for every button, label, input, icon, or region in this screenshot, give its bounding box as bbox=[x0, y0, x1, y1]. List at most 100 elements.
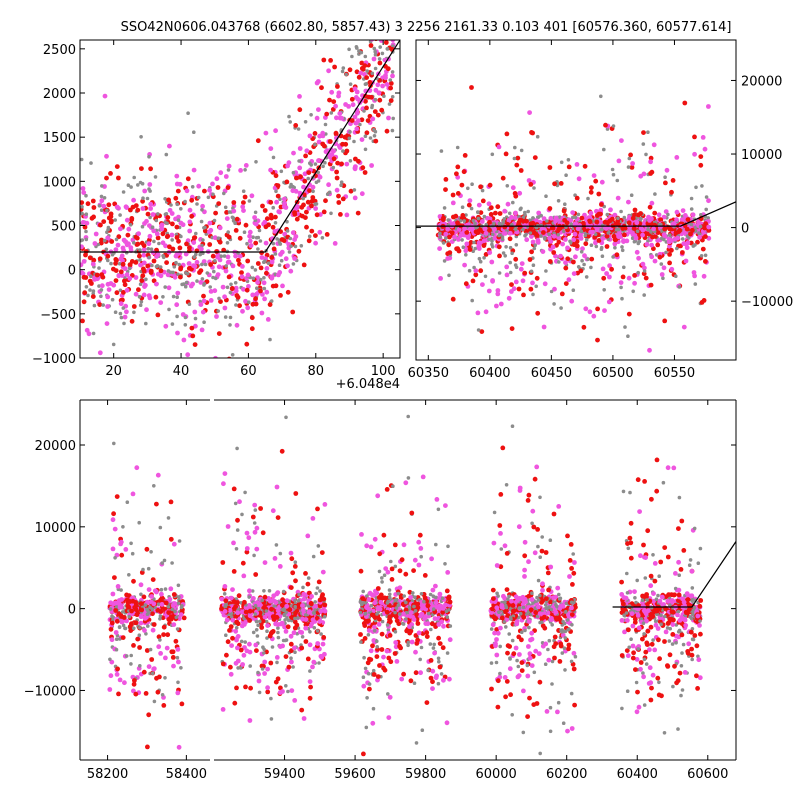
data-point bbox=[473, 268, 479, 274]
data-point bbox=[413, 633, 419, 638]
data-point bbox=[504, 264, 510, 270]
data-point bbox=[139, 278, 145, 283]
data-point bbox=[376, 622, 382, 627]
data-point bbox=[310, 664, 315, 670]
data-point bbox=[178, 274, 183, 280]
data-point bbox=[99, 283, 105, 289]
data-point bbox=[669, 266, 675, 272]
data-point bbox=[528, 231, 533, 235]
data-point bbox=[333, 103, 338, 109]
data-point bbox=[488, 205, 494, 211]
data-point bbox=[419, 592, 424, 596]
data-point bbox=[86, 293, 90, 298]
data-point bbox=[388, 98, 394, 103]
data-point bbox=[138, 582, 144, 588]
data-point bbox=[434, 673, 439, 679]
data-point bbox=[373, 66, 378, 71]
data-point bbox=[186, 111, 190, 115]
data-point bbox=[204, 279, 210, 284]
y-tick-label: −500 bbox=[40, 308, 76, 323]
data-point bbox=[311, 611, 316, 615]
data-point bbox=[536, 210, 542, 216]
data-point bbox=[495, 204, 501, 210]
data-point bbox=[613, 237, 619, 243]
data-point bbox=[225, 285, 230, 290]
data-point bbox=[480, 198, 486, 204]
data-point bbox=[524, 218, 529, 224]
y-tick-label: −10000 bbox=[741, 295, 793, 310]
data-point bbox=[377, 60, 383, 66]
data-point bbox=[171, 294, 176, 299]
data-point bbox=[176, 659, 181, 665]
data-point bbox=[699, 254, 704, 258]
data-point bbox=[262, 296, 267, 302]
data-point bbox=[160, 231, 166, 237]
data-point bbox=[176, 601, 181, 605]
data-point bbox=[144, 277, 148, 282]
data-point bbox=[504, 272, 510, 278]
data-point bbox=[689, 222, 694, 227]
data-point bbox=[275, 183, 281, 189]
data-point bbox=[289, 656, 293, 660]
data-point bbox=[133, 620, 139, 626]
data-point bbox=[315, 586, 320, 590]
data-point bbox=[460, 238, 464, 242]
data-point bbox=[150, 627, 156, 633]
data-point bbox=[365, 696, 369, 700]
data-point bbox=[359, 137, 365, 143]
data-point bbox=[513, 263, 518, 267]
data-point bbox=[107, 687, 113, 692]
data-point bbox=[369, 40, 375, 42]
data-point bbox=[207, 242, 213, 247]
data-point bbox=[173, 638, 179, 644]
data-point bbox=[387, 102, 392, 106]
data-point bbox=[139, 592, 143, 597]
data-point bbox=[275, 193, 281, 199]
data-point bbox=[178, 266, 184, 272]
data-point bbox=[140, 198, 146, 204]
data-point bbox=[265, 666, 270, 672]
data-point bbox=[97, 204, 102, 208]
data-point bbox=[154, 589, 159, 595]
data-point bbox=[84, 193, 88, 198]
data-point bbox=[235, 645, 240, 651]
data-point bbox=[596, 211, 602, 217]
data-point bbox=[372, 46, 377, 51]
data-point bbox=[138, 614, 144, 620]
data-point bbox=[263, 259, 267, 264]
data-point bbox=[486, 201, 492, 207]
data-point bbox=[84, 327, 90, 333]
data-point bbox=[150, 212, 156, 217]
data-point bbox=[260, 667, 265, 671]
data-point bbox=[88, 288, 92, 292]
data-point bbox=[332, 64, 337, 70]
data-point bbox=[416, 562, 422, 568]
data-point bbox=[189, 325, 195, 331]
data-point bbox=[442, 206, 447, 210]
data-point bbox=[498, 301, 504, 307]
data-point bbox=[269, 299, 274, 303]
data-point bbox=[470, 182, 474, 186]
y-tick-label: 500 bbox=[51, 220, 76, 235]
data-point bbox=[276, 630, 280, 635]
data-point bbox=[401, 671, 406, 677]
data-point bbox=[399, 557, 405, 563]
data-point bbox=[250, 589, 255, 593]
data-point bbox=[267, 589, 272, 593]
data-point bbox=[466, 202, 472, 208]
data-point bbox=[225, 254, 231, 260]
data-point bbox=[352, 165, 358, 171]
data-point bbox=[148, 166, 154, 172]
data-point bbox=[619, 285, 623, 290]
data-point bbox=[132, 241, 136, 245]
data-point bbox=[119, 588, 123, 592]
data-point bbox=[544, 269, 548, 273]
data-point bbox=[223, 315, 228, 319]
data-point bbox=[288, 185, 293, 189]
data-point bbox=[593, 240, 598, 246]
data-point bbox=[371, 638, 377, 643]
data-point bbox=[214, 314, 219, 319]
data-point bbox=[328, 58, 333, 63]
data-point bbox=[275, 660, 279, 665]
